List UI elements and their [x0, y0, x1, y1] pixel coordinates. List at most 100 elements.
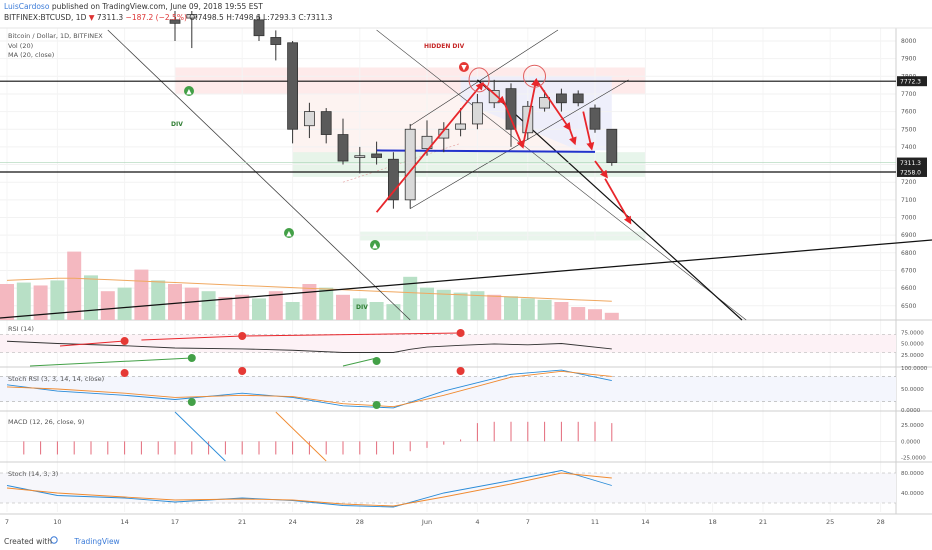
rsi-peak-dot [456, 329, 465, 337]
stochrsi-peak-dot [238, 367, 247, 375]
x-tick-label: 11 [591, 518, 599, 526]
author-link[interactable]: LuisCardoso [4, 2, 50, 11]
y-tick-label: 6600 [901, 285, 916, 292]
x-tick-label: 28 [356, 518, 364, 526]
buy-signal-icon [284, 228, 294, 238]
volume-bar [235, 294, 250, 320]
candle-body [387, 158, 399, 201]
macd-pane-label: MACD (12, 26, close, 9) [8, 418, 85, 426]
candle-body [337, 134, 349, 162]
x-tick-label: 21 [759, 518, 767, 526]
volume-bar [554, 302, 569, 320]
price-change: −187.2 (−2.5%) [125, 13, 187, 22]
volume-bar [268, 291, 283, 320]
macd-signal-line [275, 411, 327, 462]
volume-bar [302, 284, 317, 320]
volume-bar [252, 298, 266, 320]
stochrsi-d-line [6, 370, 612, 408]
price-label: 7258.0 [900, 169, 921, 176]
rsi-line [6, 340, 612, 353]
macd-tick-label: 25.0000 [901, 423, 924, 429]
top-highlight-ellipse [468, 67, 490, 93]
x-tick-label: 10 [53, 518, 61, 526]
projection-arrow [594, 160, 608, 179]
rsi-divergence-line [141, 335, 243, 341]
stochrsi-k-line [6, 369, 612, 409]
candle-body [186, 14, 198, 19]
target-zone [359, 231, 646, 241]
volume-bar [16, 282, 31, 320]
stoch-k-line [6, 470, 612, 508]
main-legend: Bitcoin / Dollar, 1D, BITFINEX Vol (20) … [8, 32, 103, 61]
volume-bar [151, 280, 166, 320]
descending-trendline-2 [476, 79, 743, 321]
x-tick-label: 14 [120, 518, 128, 526]
x-tick-label: 25 [826, 518, 834, 526]
candle-body [354, 155, 366, 158]
volume-bar [218, 296, 233, 320]
x-tick-label: 21 [238, 518, 246, 526]
stochrsi-tick-label: 50.0000 [901, 387, 924, 393]
sell-signal-icon-glyph: ▼ [461, 64, 467, 72]
descending-trendline-1 [107, 29, 411, 321]
rsi-tick-label: 25.0000 [901, 353, 924, 359]
candle-body [589, 107, 601, 130]
volume-bar [50, 280, 65, 320]
volume-bar [352, 298, 367, 320]
y-tick-label: 6700 [901, 267, 916, 274]
volume-bar [285, 302, 300, 320]
rsi-trough-dot [372, 357, 381, 365]
candle-body [287, 42, 299, 130]
projection-arrow [582, 111, 595, 151]
volume-bar [168, 284, 182, 320]
projection-arrow [375, 81, 484, 213]
symbol-label: BITFINEX:BTCUSD, 1D [4, 13, 87, 22]
chart-header: LuisCardoso published on TradingView.com… [0, 0, 932, 28]
buy-signal-icon [184, 86, 194, 96]
tradingview-brand[interactable]: TradingView [74, 537, 120, 546]
price-label-bg [897, 76, 927, 87]
macd-tick-label: 0.0000 [901, 439, 921, 445]
rsi-band [0, 334, 896, 353]
volume-bar [520, 298, 535, 320]
volume-bar [0, 284, 14, 320]
candle-body [572, 93, 584, 104]
volume-bar [67, 251, 82, 320]
y-tick-label: 7500 [901, 126, 916, 133]
stochrsi-band [0, 376, 896, 402]
x-tick-label: Jun [421, 518, 432, 526]
x-tick-label: 18 [708, 518, 716, 526]
stoch-pane-label: Stoch (14, 3, 3) [8, 470, 59, 478]
projection-arrow [604, 178, 632, 225]
candle-body [421, 135, 433, 150]
sell-signal-icon [458, 62, 469, 72]
x-tick-label: 4 [475, 518, 479, 526]
projection-arrow [481, 82, 506, 105]
volume-bar [336, 294, 350, 320]
y-tick-label: 7100 [901, 197, 916, 204]
rsi-peak-dot [238, 332, 247, 340]
buy-signal-icon-glyph: ▲ [186, 88, 192, 96]
macd-tick-label: -25.0000 [901, 456, 926, 462]
volume-bar [134, 269, 149, 320]
buy-signal-icon-glyph: ▲ [286, 230, 292, 238]
y-tick-label: 7200 [901, 179, 916, 186]
rsi-bull-divergence-line [342, 357, 377, 367]
projection-arrow [568, 128, 577, 146]
candle-body [270, 37, 282, 45]
candle-body [606, 128, 618, 164]
buy-signal-icon [370, 240, 380, 250]
volume-bar [504, 296, 518, 320]
volume-bar [84, 275, 98, 320]
stochrsi-peak-dot [120, 369, 129, 377]
top-highlight-ellipse [523, 64, 547, 88]
tradingview-logo-icon [50, 536, 58, 544]
candle-body [556, 93, 567, 104]
candle-body [539, 97, 550, 109]
y-tick-label: 7700 [901, 91, 916, 98]
legend-title: Bitcoin / Dollar, 1D, BITFINEX [8, 32, 103, 40]
stoch-tick-label: 40.0000 [901, 491, 924, 497]
created-with-text: Created with [4, 537, 52, 546]
volume-bar [453, 292, 468, 320]
